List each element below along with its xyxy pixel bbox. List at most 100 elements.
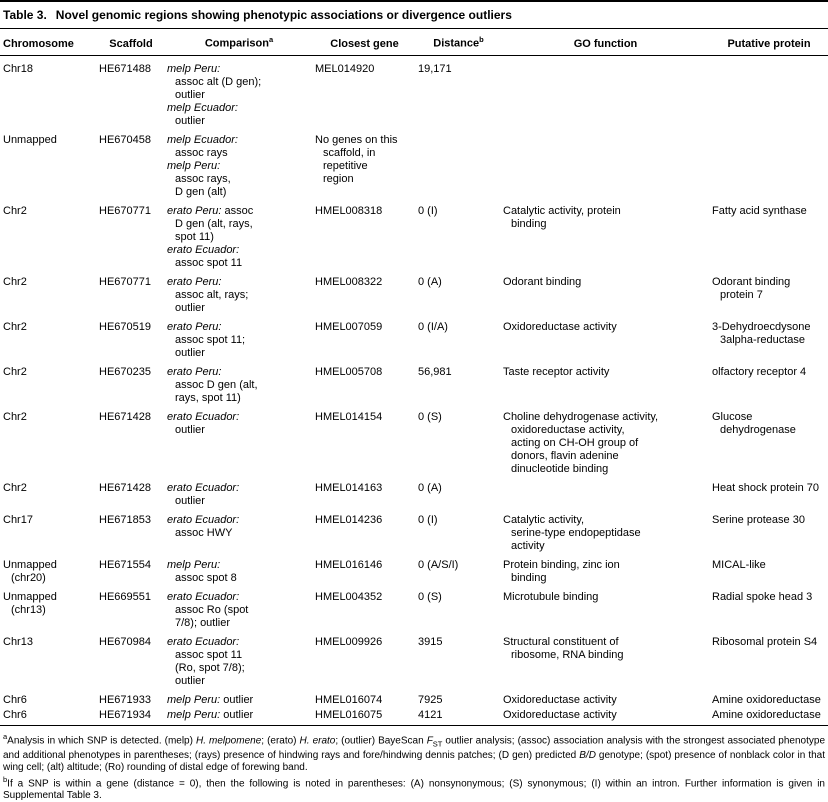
cell-go_function: Odorant binding (501, 276, 710, 321)
cell-line: outlier (167, 347, 309, 360)
cell-line: HE671934 (99, 709, 161, 722)
cell-go_function (501, 134, 710, 205)
cell-line: Choline dehydrogenase activity, (503, 411, 706, 424)
cell-line: Chr2 (3, 205, 93, 218)
cell-distance: 0 (I) (416, 514, 501, 559)
cell-line: 7925 (418, 694, 497, 707)
cell-line: region (315, 173, 412, 186)
cell-line: (Ro, spot 7/8); (167, 662, 309, 675)
table-title-label: Table 3. (3, 8, 47, 22)
text-segment: 0 (I) (418, 513, 438, 526)
text-segment: HE670235 (99, 365, 151, 378)
cell-distance: 0 (A) (416, 276, 501, 321)
cell-line: 0 (S) (418, 591, 497, 604)
table-title: Table 3. Novel genomic regions showing ph… (0, 2, 828, 28)
cell-distance: 0 (I/A) (416, 321, 501, 366)
table-row: Unmapped (chr13) HE669551 erato Ecuador: ass… (0, 591, 828, 636)
cell-distance: 56,981 (416, 366, 501, 411)
cell-line: erato Ecuador: (167, 482, 309, 495)
cell-putative_protein: Odorant binding protein 7 (710, 276, 828, 321)
table-row: Chr2 HE671428 erato Ecuador: outlier HMEL014… (0, 411, 828, 482)
text-segment: Chr2 (3, 481, 27, 494)
cell-putative_protein (710, 55, 828, 134)
cell-scaffold: HE671554 (97, 559, 165, 591)
cell-line: Chr2 (3, 411, 93, 424)
cell-go_function: Catalytic activity, protein binding (501, 205, 710, 276)
text-segment: olfactory receptor 4 (712, 365, 807, 378)
cell-line: melp Peru: (167, 160, 309, 173)
cell-line: erato Ecuador: (167, 244, 309, 257)
text-segment: assoc spot 11; (175, 333, 246, 346)
text-segment: HE671934 (99, 708, 151, 721)
cell-scaffold: HE669551 (97, 591, 165, 636)
cell-go_function: Structural constituent of ribosome, RNA b… (501, 636, 710, 694)
column-header-go_function: GO function (501, 28, 710, 56)
text-segment: assoc spot 11 (175, 648, 243, 661)
text-segment: Amine oxidoreductase (712, 708, 821, 721)
text-segment: HE671853 (99, 513, 151, 526)
text-segment: erato Ecuador: (167, 410, 240, 423)
cell-line: scaffold, in (315, 147, 412, 160)
cell-distance (416, 134, 501, 205)
column-header-distance: Distanceb (416, 28, 501, 56)
text-segment: ; (erato) (261, 734, 300, 746)
cell-line: assoc spot 8 (167, 572, 309, 585)
text-segment: MICAL-like (712, 558, 766, 571)
text-segment: binding (511, 217, 547, 230)
cell-line: assoc Ro (spot (167, 604, 309, 617)
cell-line: donors, flavin adenine (503, 450, 706, 463)
cell-line: HE671933 (99, 694, 161, 707)
cell-line: Odorant binding (503, 276, 706, 289)
text-segment: ; (outlier) BayeScan (335, 734, 427, 746)
cell-line: Catalytic activity, (503, 514, 706, 527)
text-segment: 0 (I/A) (418, 320, 448, 333)
cell-line: HE669551 (99, 591, 161, 604)
text-segment: Chr2 (3, 410, 27, 423)
text-segment: erato Peru: (167, 320, 222, 333)
cell-line: erato Peru: assoc (167, 205, 309, 218)
text-segment: Structural constituent of (503, 635, 619, 648)
table-body: Chr18 HE671488 melp Peru: assoc alt (D gen)… (0, 55, 828, 725)
text-segment: 7925 (418, 693, 443, 706)
text-segment: Chr6 (3, 708, 27, 721)
text-segment: repetitive (323, 159, 368, 172)
cell-line: 0 (I/A) (418, 321, 497, 334)
cell-line: assoc spot 11; (167, 334, 309, 347)
cell-scaffold: HE670458 (97, 134, 165, 205)
cell-closest_gene: HMEL014236 (313, 514, 416, 559)
text-segment: Closest gene (330, 37, 399, 50)
cell-closest_gene: No genes on this scaffold, in repetitive re… (313, 134, 416, 205)
cell-go_function: Catalytic activity, serine-type endopepti… (501, 514, 710, 559)
text-segment: HMEL014154 (315, 410, 383, 423)
text-segment: HMEL016075 (315, 708, 383, 721)
cell-chromosome: Chr2 (0, 411, 97, 482)
cell-closest_gene: HMEL016146 (313, 559, 416, 591)
cell-closest_gene: HMEL009926 (313, 636, 416, 694)
cell-putative_protein: Ribosomal protein S4 (710, 636, 828, 694)
text-segment: Heat shock protein 70 (712, 481, 820, 494)
cell-line: Fatty acid synthase (712, 205, 824, 218)
text-segment: outlier (220, 708, 254, 721)
cell-closest_gene: HMEL008322 (313, 276, 416, 321)
cell-line: serine-type endopeptidase (503, 527, 706, 540)
text-segment: Radial spoke head 3 (712, 590, 813, 603)
cell-line: Chr2 (3, 321, 93, 334)
text-segment: 7/8); outlier (175, 616, 231, 629)
cell-line: 56,981 (418, 366, 497, 379)
cell-line: outlier (167, 495, 309, 508)
cell-line: Oxidoreductase activity (503, 694, 706, 707)
text-segment: erato Peru: (167, 365, 222, 378)
cell-line: repetitive (315, 160, 412, 173)
cell-closest_gene: HMEL004352 (313, 591, 416, 636)
footnote: aAnalysis in which SNP is detected. (mel… (3, 731, 825, 774)
cell-chromosome: Unmapped (0, 134, 97, 205)
cell-line: erato Ecuador: (167, 636, 309, 649)
cell-scaffold: HE671428 (97, 411, 165, 482)
cell-line: HE670519 (99, 321, 161, 334)
text-segment: spot 11) (175, 230, 214, 243)
cell-comparison: erato Ecuador: assoc spot 11 (Ro, spot 7/8… (165, 636, 313, 694)
cell-comparison: erato Peru: assoc spot 11; outlier (165, 321, 313, 366)
cell-line: 0 (I) (418, 514, 497, 527)
text-segment: HMEL014236 (315, 513, 383, 526)
table-row: Chr2 HE670235 erato Peru: assoc D gen (alt,… (0, 366, 828, 411)
